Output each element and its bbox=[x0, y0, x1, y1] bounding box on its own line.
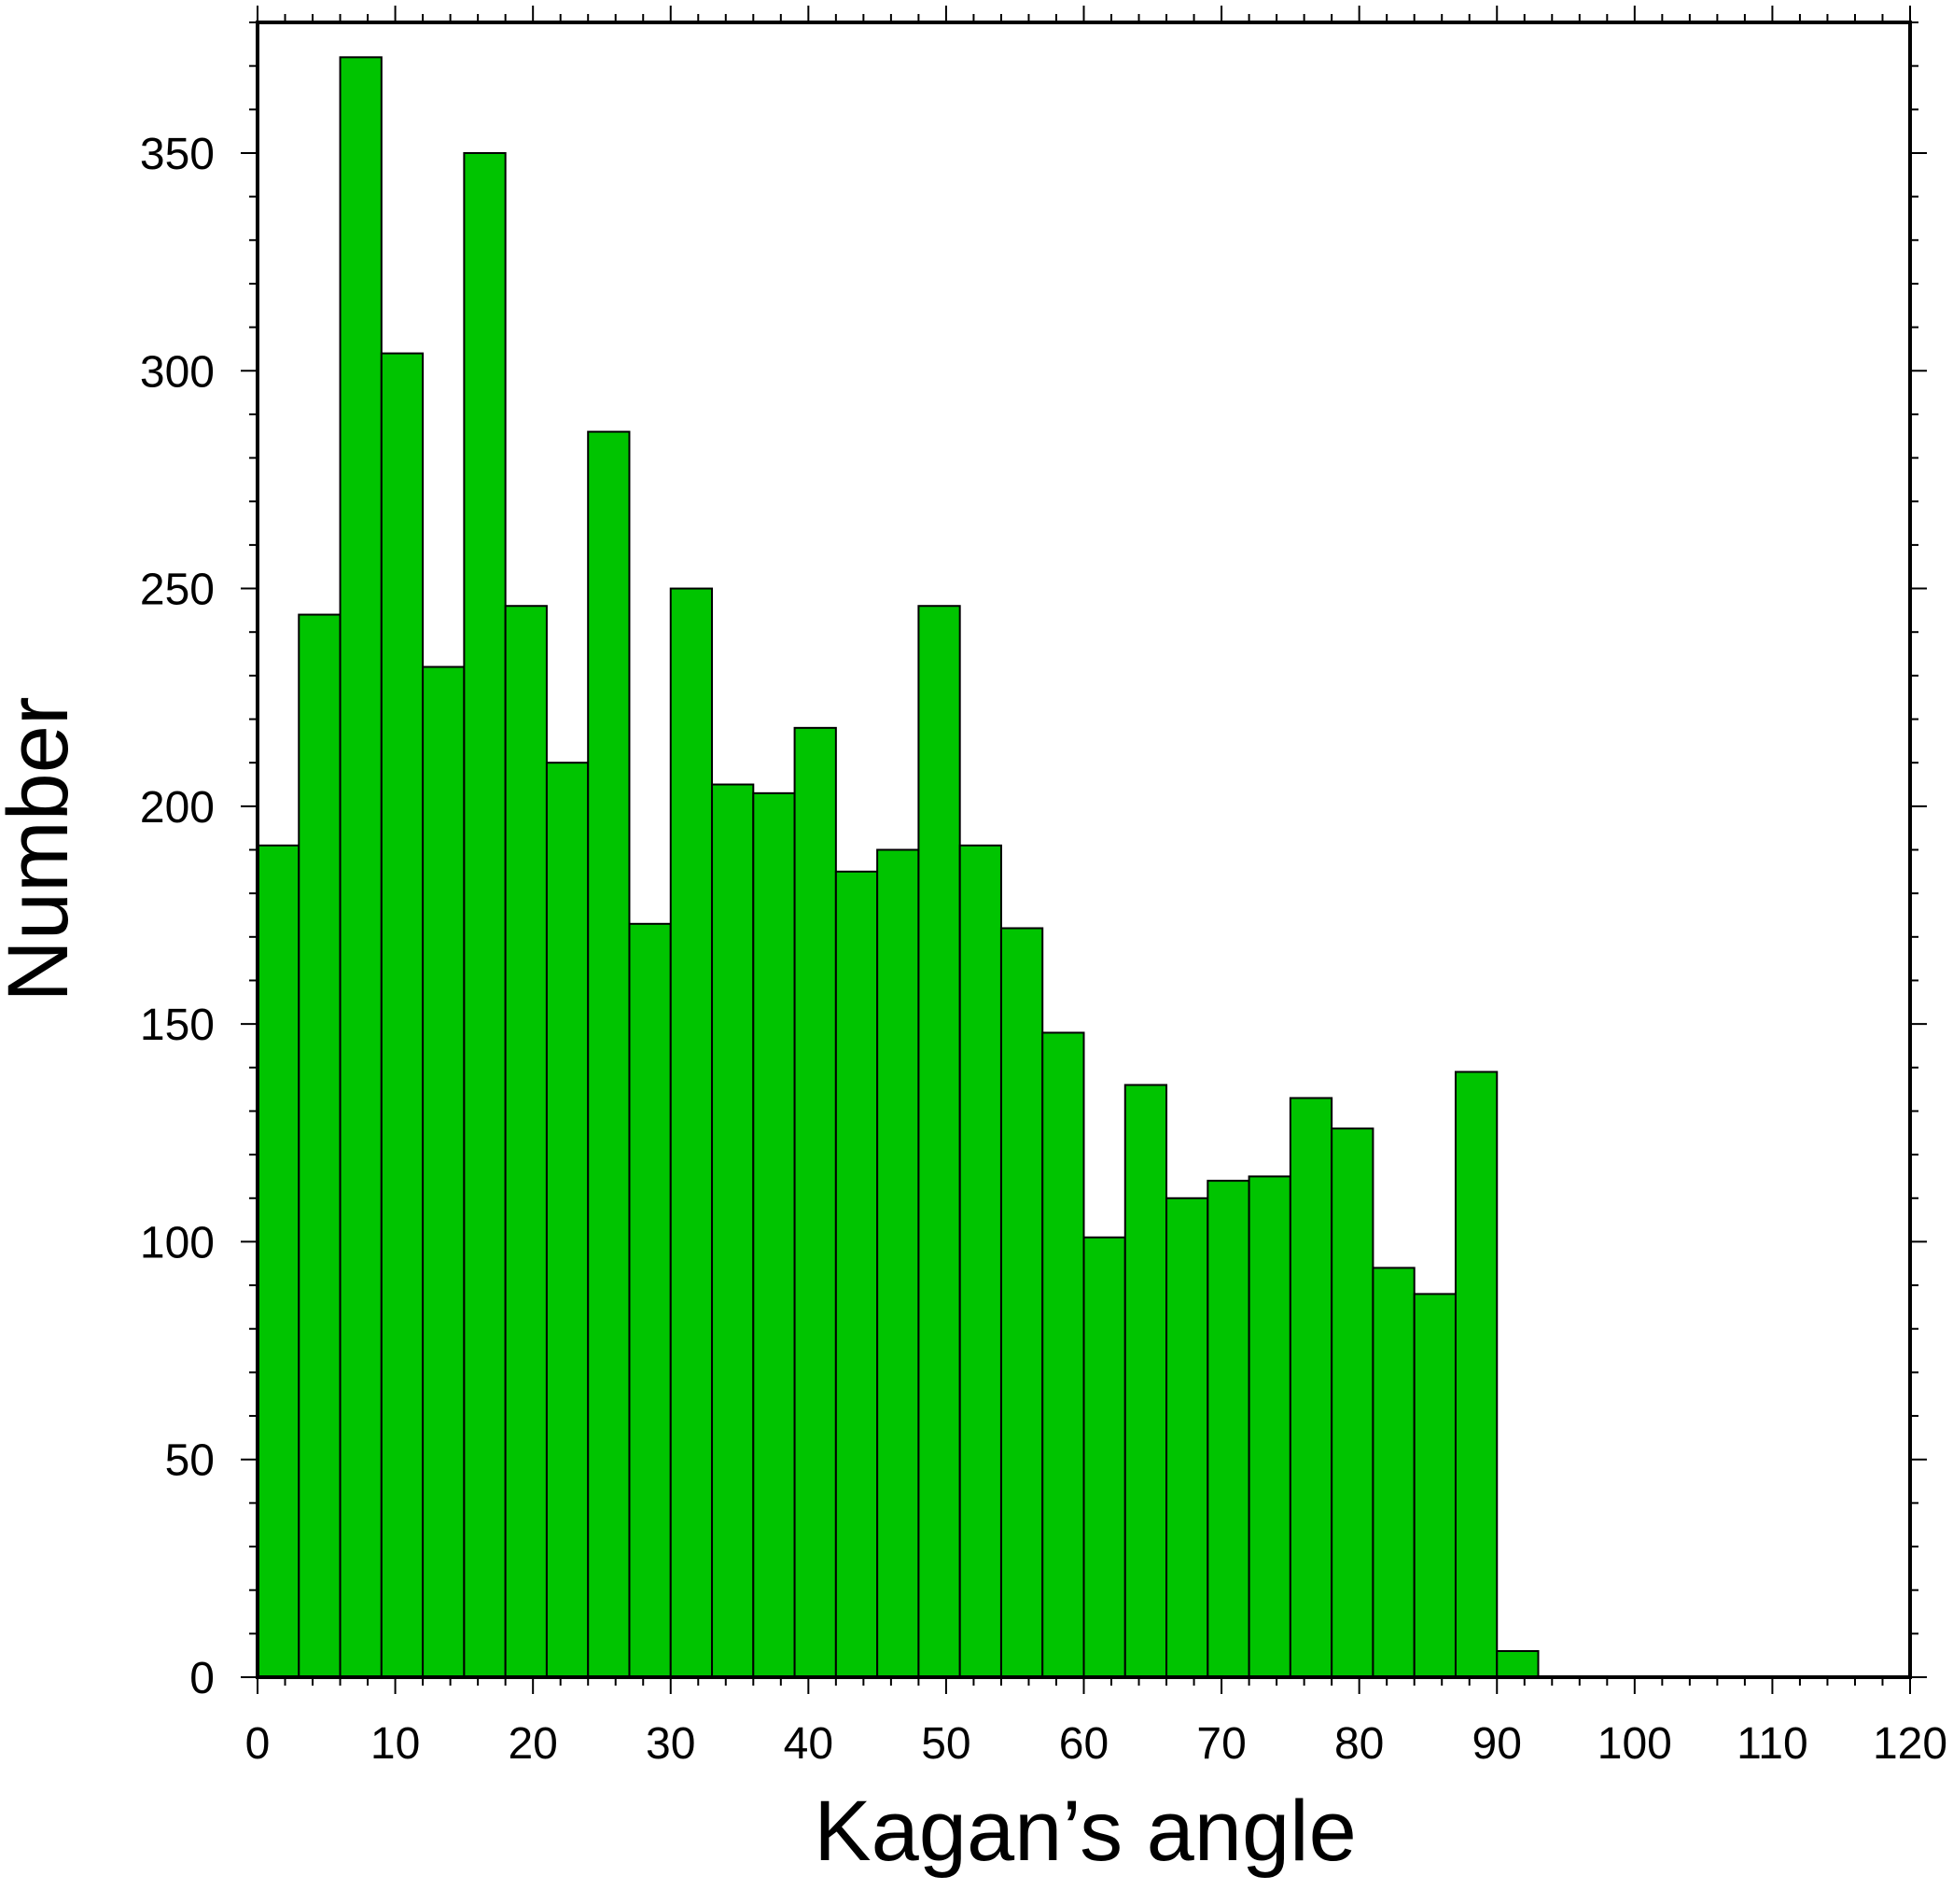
histogram-bar bbox=[422, 665, 466, 1678]
x-tick-label: 100 bbox=[1597, 1719, 1672, 1769]
histogram-bar bbox=[1123, 1084, 1168, 1678]
x-tick-label: 50 bbox=[921, 1719, 970, 1769]
y-tick-label: 150 bbox=[140, 1001, 215, 1050]
histogram-bar bbox=[1331, 1127, 1374, 1678]
x-tick-label: 10 bbox=[370, 1719, 420, 1769]
histogram-bar bbox=[339, 56, 383, 1679]
histogram-bar bbox=[752, 791, 796, 1678]
histogram-bar bbox=[1165, 1197, 1209, 1678]
histogram-bar bbox=[958, 844, 1002, 1678]
histogram-bar bbox=[876, 848, 920, 1678]
histogram-bar bbox=[669, 587, 714, 1678]
y-tick-label: 0 bbox=[189, 1654, 215, 1703]
y-tick-labels: 0 50 100 150 200 250 300 350 bbox=[140, 130, 215, 1703]
histogram-bar bbox=[1041, 1031, 1085, 1678]
histogram-bar bbox=[999, 927, 1044, 1678]
x-tick-label: 120 bbox=[1873, 1719, 1947, 1769]
histogram-bar bbox=[1082, 1236, 1126, 1678]
y-tick-label: 50 bbox=[165, 1436, 215, 1486]
histogram-bar bbox=[1248, 1175, 1291, 1678]
x-axis-title: Kagan’s angle bbox=[814, 1784, 1356, 1879]
histogram-bar bbox=[380, 352, 425, 1679]
y-axis-title: Number bbox=[0, 696, 86, 1001]
y-tick-label: 100 bbox=[140, 1218, 215, 1267]
y-tick-label: 250 bbox=[140, 566, 215, 615]
histogram-bar bbox=[257, 844, 300, 1678]
x-tick-label: 30 bbox=[646, 1719, 695, 1769]
x-tick-labels: 0 10 20 30 40 50 60 70 80 90 100 110 120 bbox=[245, 1719, 1947, 1769]
x-tick-label: 110 bbox=[1737, 1719, 1808, 1769]
y-tick-label: 200 bbox=[140, 783, 215, 833]
x-tick-label: 40 bbox=[784, 1719, 833, 1769]
x-tick-label: 80 bbox=[1334, 1719, 1384, 1769]
histogram-bar bbox=[587, 430, 631, 1678]
histogram-bar bbox=[463, 151, 507, 1679]
histogram-bar bbox=[545, 762, 590, 1678]
histogram-bar bbox=[504, 605, 548, 1678]
y-tick-label: 300 bbox=[140, 347, 215, 397]
x-tick-label: 60 bbox=[1059, 1719, 1109, 1769]
y-tick-label: 350 bbox=[140, 130, 215, 179]
x-tick-label: 0 bbox=[245, 1719, 271, 1769]
x-tick-label: 90 bbox=[1472, 1719, 1522, 1769]
histogram-bar bbox=[834, 870, 879, 1678]
histogram-bar bbox=[1372, 1267, 1416, 1678]
histogram-bar bbox=[1207, 1180, 1250, 1678]
histogram-bar bbox=[1454, 1071, 1499, 1679]
histogram-bar bbox=[1413, 1293, 1457, 1678]
histogram-bar bbox=[793, 726, 837, 1678]
plot-frame bbox=[256, 21, 1912, 1679]
histogram-bar bbox=[711, 783, 755, 1678]
histogram-bar bbox=[1289, 1097, 1333, 1678]
histogram-bar bbox=[1496, 1650, 1540, 1678]
histogram-bar bbox=[917, 605, 961, 1678]
x-tick-label: 70 bbox=[1196, 1719, 1246, 1769]
bars-group bbox=[257, 56, 1540, 1679]
histogram-bar bbox=[298, 613, 342, 1678]
histogram-bar bbox=[628, 922, 672, 1678]
x-tick-label: 20 bbox=[508, 1719, 557, 1769]
